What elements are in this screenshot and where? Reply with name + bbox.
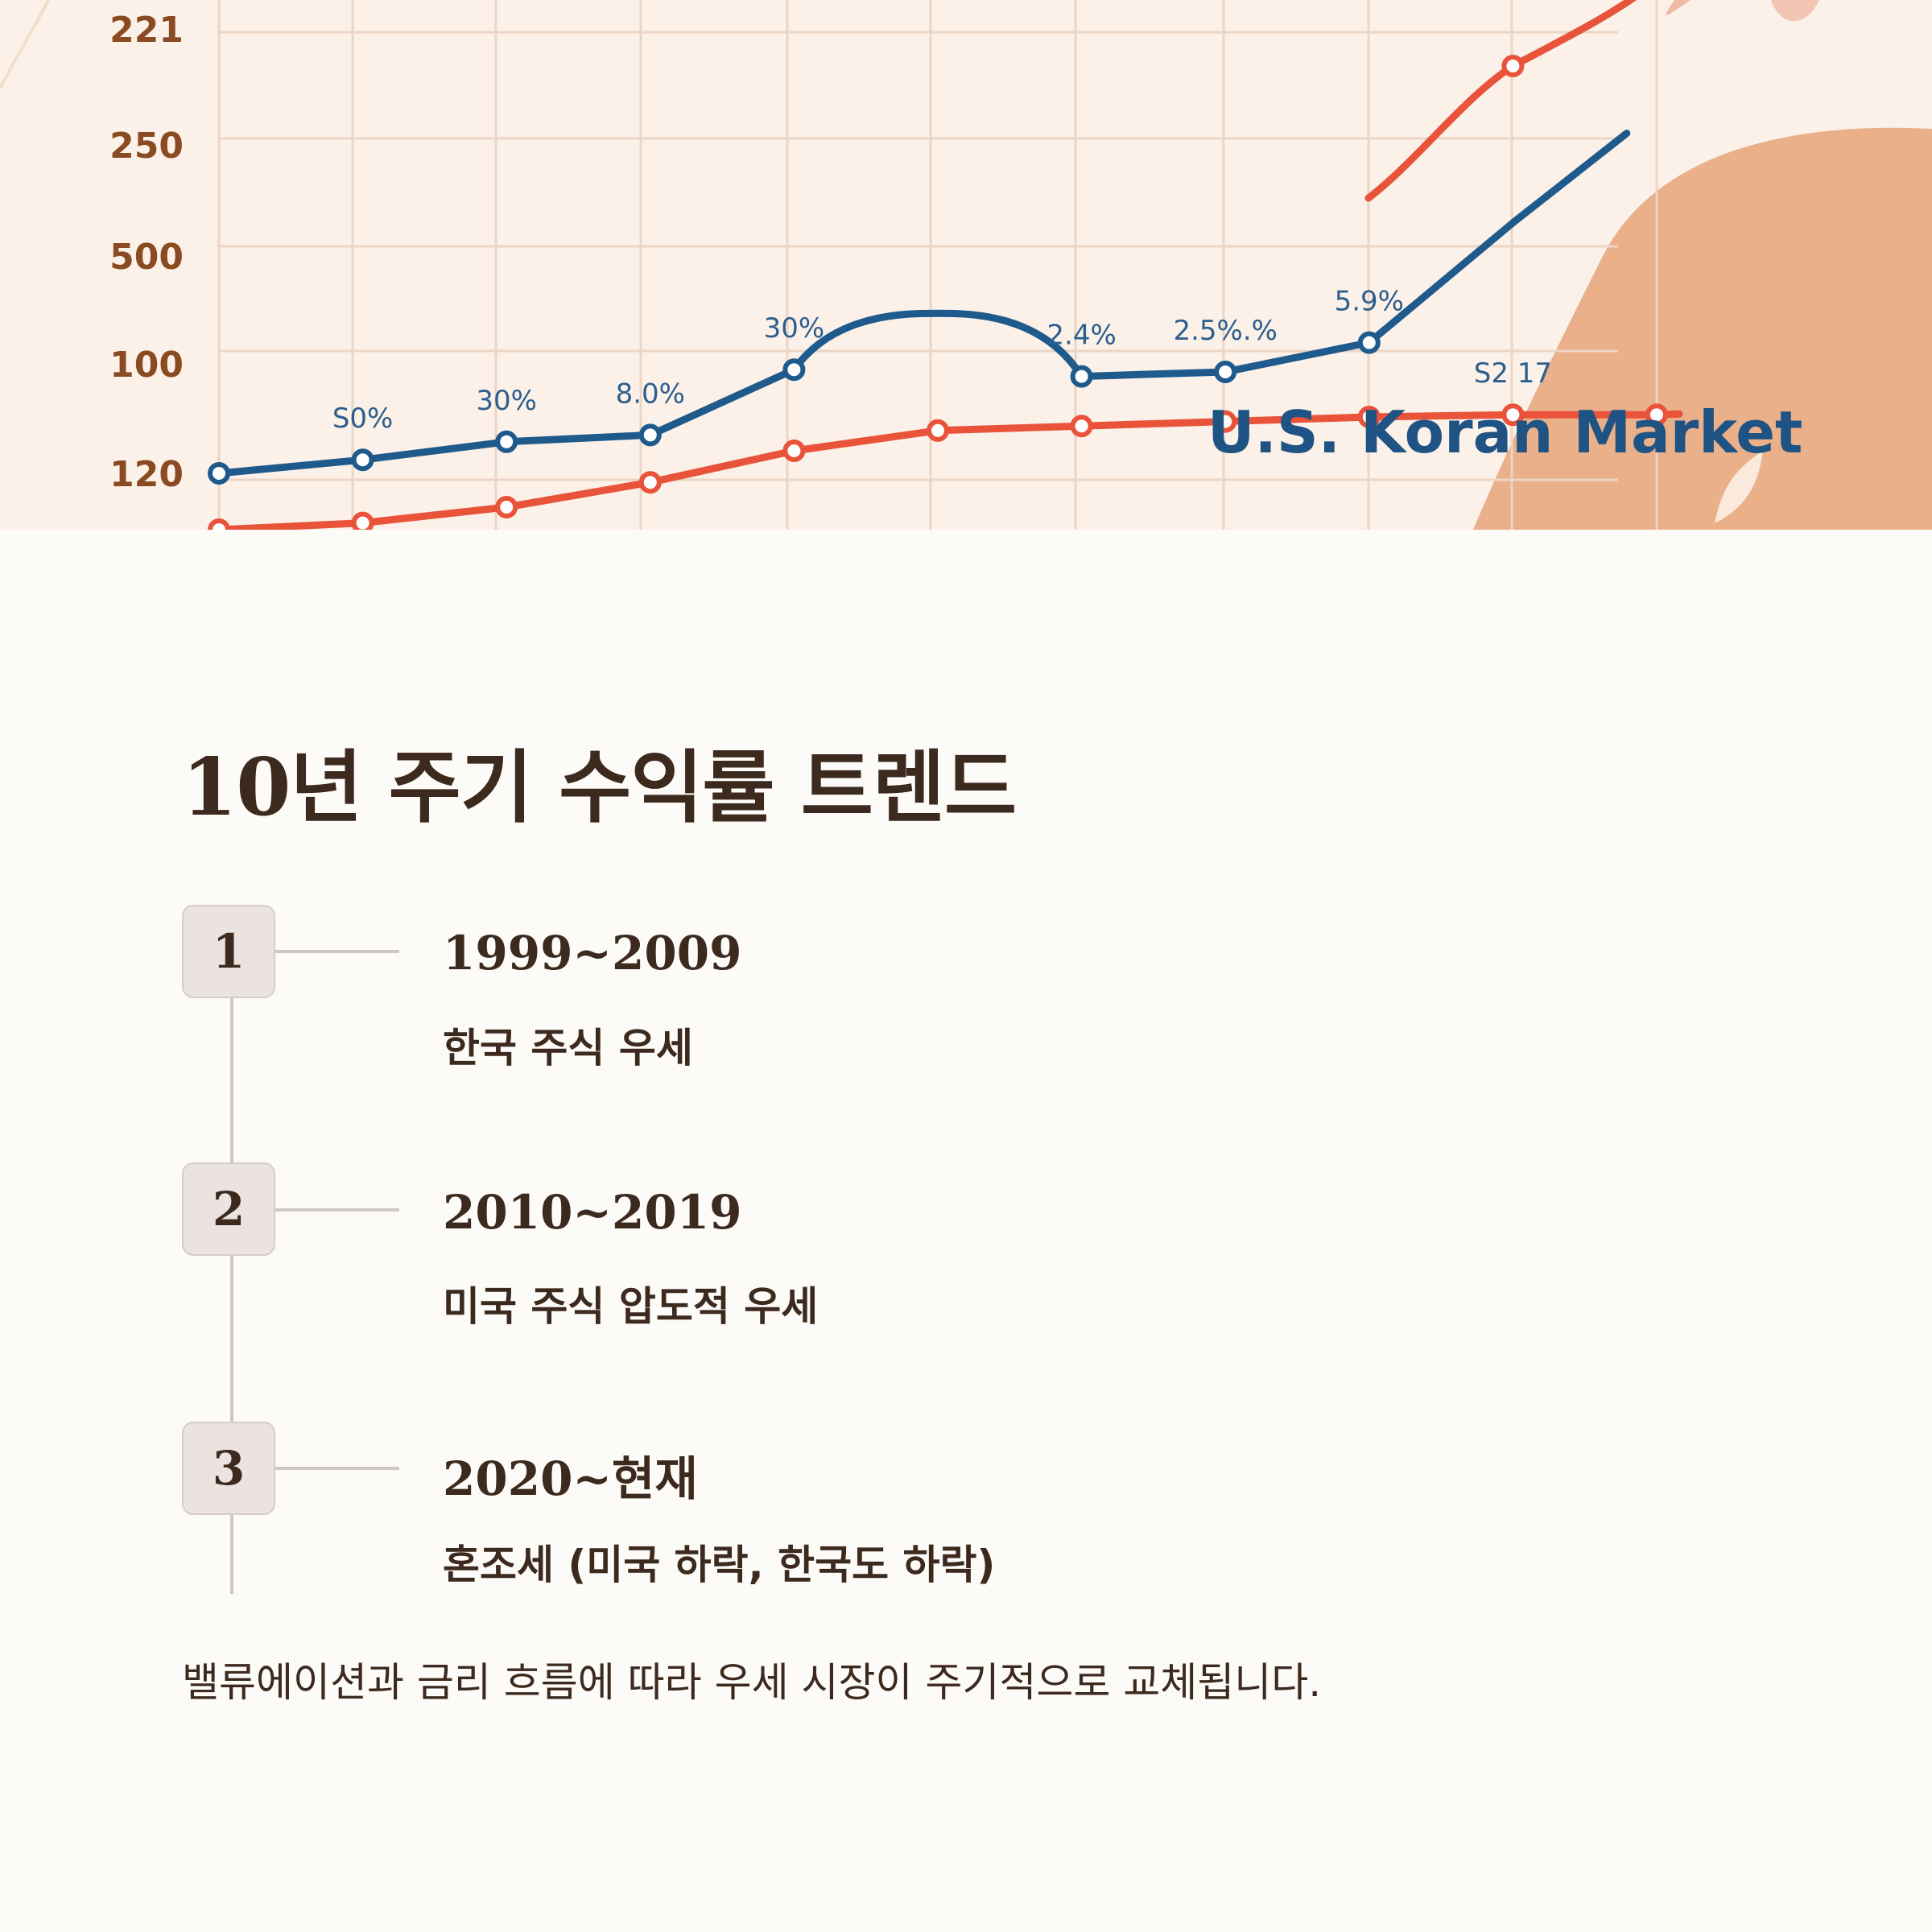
- series-2-label: S2 17: [1474, 357, 1552, 390]
- series-2-point: [1357, 406, 1381, 428]
- series-1-label: 5.9%: [1335, 286, 1404, 318]
- series-1-point: [1214, 361, 1237, 383]
- series-2-point: [1070, 415, 1093, 438]
- series-2-point: [1214, 410, 1237, 433]
- step-connector-1: [275, 950, 399, 953]
- series-1-label: 8.0%: [616, 378, 685, 410]
- step-connector-2: [275, 1208, 399, 1212]
- series-1-point: [1357, 331, 1381, 354]
- decor-blob: [1473, 127, 1932, 530]
- y-tick-label: 100: [109, 345, 184, 386]
- series-1-point: [208, 462, 230, 485]
- step-badge-3: 3: [182, 1422, 275, 1515]
- line-chart: 221 250 500 100 120 S0% 30% 8.0% 30% 2.4% 2.5%.% 5…: [0, 0, 1932, 530]
- series-2-point: [351, 511, 374, 530]
- series-2-point: [927, 419, 949, 442]
- step-period-2: 2010~2019: [443, 1185, 742, 1240]
- y-tick-label: 221: [109, 10, 184, 51]
- section-title: 10년 주기 수익률 트렌드: [182, 741, 1017, 834]
- y-axis-ticks: 221 250 500 100 120: [109, 10, 184, 495]
- footnote: 밸류에이션과 금리 흐름에 따라 우세 시장이 주기적으로 교체됩니다.: [182, 1659, 1322, 1706]
- series-2-point: [495, 496, 518, 518]
- step-description-2: 미국 주식 압도적 우세: [443, 1283, 819, 1330]
- series-1-point: [1070, 365, 1093, 388]
- series-1-point: [495, 430, 518, 453]
- chart-title: U.S. Koran Market: [1208, 398, 1802, 466]
- series-1-label: 2.4%: [1046, 320, 1116, 352]
- chart-decoration: [0, 0, 1932, 530]
- step-description-3: 혼조세 (미국 하락, 한국도 하락): [443, 1542, 996, 1588]
- decor-leaf: [1771, 0, 1819, 22]
- decor-leaf: [1666, 0, 1690, 15]
- series-2-point: [1501, 403, 1525, 427]
- step-period-3: 2020~현재: [443, 1451, 698, 1506]
- step-badge-2: 2: [182, 1162, 275, 1256]
- series-1-label: S0%: [332, 402, 394, 435]
- series-1-point: [782, 358, 806, 382]
- y-tick-label: 120: [109, 454, 184, 495]
- decor-curve: [0, 0, 50, 89]
- y-tick-label: 250: [109, 126, 184, 167]
- decor-leaf: [1715, 451, 1763, 523]
- series-2-point: [208, 518, 230, 530]
- series-2-point: [1501, 55, 1525, 77]
- series-line-2: [215, 410, 1683, 530]
- step-connector-3: [275, 1467, 399, 1470]
- step-badge-1: 1: [182, 905, 275, 998]
- series-1-point: [351, 448, 374, 472]
- series-1-label: 2.5%.%: [1173, 315, 1278, 347]
- series-1-label: 30%: [764, 312, 825, 345]
- chart-grid: [217, 0, 1658, 530]
- series-1-point: [638, 423, 662, 447]
- series-1-label: 30%: [476, 385, 537, 417]
- series-line-1: [215, 130, 1631, 477]
- step-description-1: 한국 주식 우세: [443, 1025, 693, 1071]
- series-2-point: [1645, 403, 1668, 427]
- step-period-1: 1999~2009: [443, 926, 742, 980]
- series-2-point: [638, 471, 662, 494]
- chart-banner: 221 250 500 100 120 S0% 30% 8.0% 30% 2.4% 2.5%.% 5…: [0, 0, 1932, 530]
- chart-series: S0% 30% 8.0% 30% 2.4% 2.5%.% 5.9% S2 17: [208, 0, 1683, 530]
- y-tick-label: 500: [109, 237, 184, 278]
- series-2-point: [782, 440, 806, 462]
- timeline-line: [230, 950, 233, 1594]
